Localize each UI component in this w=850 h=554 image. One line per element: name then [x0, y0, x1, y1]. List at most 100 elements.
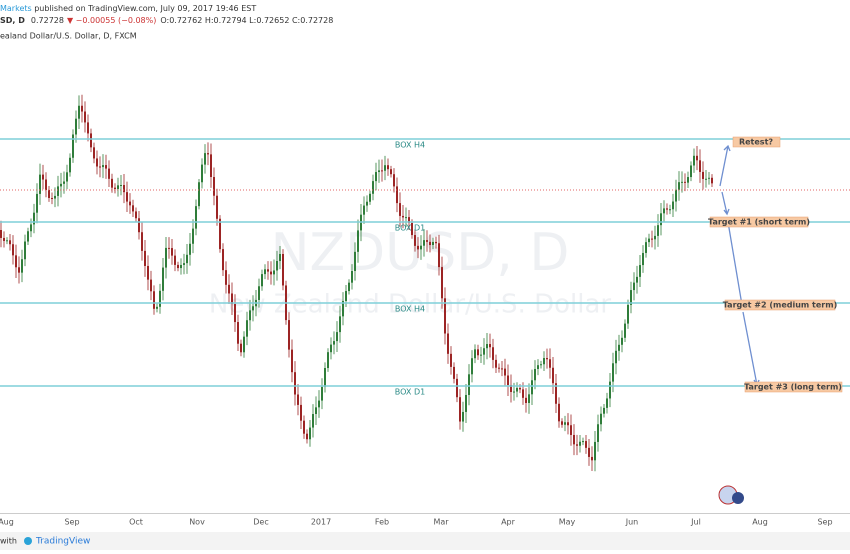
x-tick-label: Sep	[64, 518, 79, 527]
candle-body	[237, 322, 239, 344]
x-tick-label: May	[559, 518, 576, 527]
candle-body	[657, 225, 659, 236]
annotation-box	[724, 299, 836, 311]
candle-body	[423, 240, 425, 246]
candle-body	[141, 232, 143, 251]
candle-body	[102, 165, 104, 168]
ohlc: O:0.72762 H:0.72794 L:0.72652 C:0.72728	[160, 16, 333, 25]
logo	[24, 537, 32, 545]
candle-body	[150, 279, 152, 292]
candle-body	[165, 247, 167, 268]
candle-body	[12, 244, 14, 256]
candle-body	[483, 348, 485, 355]
candle-body	[633, 282, 635, 291]
candle-body	[687, 177, 689, 183]
candle-body	[120, 185, 122, 187]
candle-body	[588, 447, 590, 457]
candle-body	[303, 420, 305, 434]
candle-body	[48, 189, 50, 198]
candle-body	[348, 282, 350, 292]
candle-body	[171, 248, 173, 256]
candle-body	[201, 164, 203, 183]
candle-body	[429, 241, 431, 246]
candle-body	[90, 133, 92, 148]
candle-body	[396, 186, 398, 204]
candle-body	[384, 165, 386, 171]
candle-body	[18, 267, 20, 273]
candle-body	[327, 352, 329, 369]
candle-body	[342, 300, 344, 317]
candle-body	[309, 427, 311, 440]
x-tick-label: Jul	[690, 518, 701, 527]
candle-body	[690, 165, 692, 178]
candle-body	[144, 250, 146, 266]
candle-body	[132, 205, 134, 212]
candle-body	[270, 271, 272, 275]
candle-body	[507, 375, 509, 385]
candle-body	[519, 387, 521, 390]
candle-body	[453, 366, 455, 379]
candle-body	[225, 270, 227, 285]
candle-body	[183, 263, 185, 265]
candle-body	[54, 195, 56, 199]
candle-body	[390, 169, 392, 175]
candle-body	[480, 354, 482, 356]
level-label: BOX D1	[395, 224, 425, 233]
candle-body	[288, 320, 290, 350]
candle-body	[228, 284, 230, 294]
candle-body	[426, 240, 428, 242]
level-label: BOX H4	[395, 141, 425, 150]
candle-body	[660, 213, 662, 226]
annotation: Target #2 (medium term)	[723, 301, 837, 310]
candle-body	[87, 122, 89, 134]
candle-body	[543, 358, 545, 365]
candle-body	[414, 235, 416, 246]
candle-body	[678, 182, 680, 190]
candle-body	[168, 247, 170, 249]
candle-body	[510, 384, 512, 392]
x-tick-label: Dec	[253, 518, 268, 527]
price: 0.72728	[31, 16, 64, 25]
candle-body	[129, 201, 131, 206]
candle-body	[411, 222, 413, 236]
candle-body	[177, 264, 179, 269]
candle-body	[162, 267, 164, 291]
candle-body	[537, 365, 539, 370]
x-tick-label: Jun	[625, 518, 639, 527]
candle-body	[369, 193, 371, 202]
candle-body	[663, 208, 665, 214]
candle-body	[147, 265, 149, 280]
annotation: Target #3 (long term)	[744, 383, 842, 392]
level-label: BOX H4	[395, 305, 425, 314]
candle-body	[576, 444, 578, 446]
candle-body	[393, 174, 395, 187]
candle-body	[135, 211, 137, 219]
candle-body	[501, 368, 503, 370]
footer-brand: TradingView	[35, 537, 90, 547]
candle-body	[567, 422, 569, 426]
candle-body	[534, 369, 536, 381]
candle-body	[618, 344, 620, 351]
candle-body	[0, 230, 2, 238]
candle-body	[564, 422, 566, 425]
candle-body	[381, 170, 383, 172]
x-tick-label: 2017	[311, 518, 331, 527]
candle-body	[468, 374, 470, 395]
candle-body	[435, 241, 437, 244]
candle-body	[117, 185, 119, 189]
candle-body	[549, 359, 551, 368]
candle-body	[561, 421, 563, 425]
candle-body	[492, 347, 494, 360]
candle-body	[186, 254, 188, 264]
candle-body	[180, 264, 182, 269]
candle-body	[291, 349, 293, 373]
flag-icon	[732, 492, 744, 504]
candle-body	[279, 254, 281, 262]
candle-body	[696, 155, 698, 161]
candle-body	[600, 413, 602, 425]
candle-body	[552, 367, 554, 384]
candle-body	[405, 217, 407, 219]
candle-body	[63, 181, 65, 184]
